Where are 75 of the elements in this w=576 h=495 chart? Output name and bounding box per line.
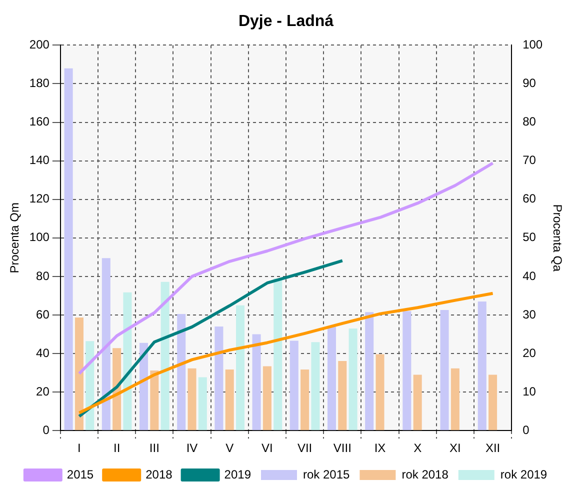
legend-label: rok 2019 — [500, 467, 548, 482]
y2-axis-title: Procenta Qa — [550, 204, 564, 272]
bar — [252, 334, 261, 430]
x-tick-label: XI — [450, 441, 461, 456]
legend-label: 2018 — [146, 467, 173, 482]
x-tick-label: III — [149, 441, 160, 456]
y2-tick-label: 40 — [522, 268, 536, 283]
x-tick-label: II — [113, 441, 120, 456]
bar — [214, 326, 224, 430]
bar — [300, 370, 310, 430]
x-tick-label: VII — [297, 441, 312, 456]
bar — [64, 68, 73, 430]
x-tick-label: XII — [485, 441, 500, 456]
bar — [123, 292, 132, 430]
bar — [198, 377, 207, 430]
bar — [86, 341, 94, 430]
bar — [365, 312, 374, 430]
bar — [160, 282, 170, 430]
y-tick-label: 20 — [36, 384, 50, 398]
bar — [102, 258, 110, 430]
bar — [402, 311, 412, 430]
x-tick-label: IV — [186, 441, 198, 456]
bar — [376, 354, 384, 430]
y-tick-label: 100 — [29, 230, 50, 244]
legend-label: 2019 — [224, 467, 252, 482]
y2-tick-label: 0 — [522, 422, 530, 437]
y-tick-label: 140 — [29, 153, 50, 168]
x-tick-label: X — [414, 441, 422, 456]
x-tick-label: I — [78, 441, 81, 456]
bar — [440, 310, 449, 430]
y2-tick-label: 80 — [522, 114, 536, 129]
y-axis-title: Procenta Qm — [8, 202, 22, 274]
bar — [236, 305, 245, 430]
x-tick-label: V — [226, 441, 234, 456]
y-tick-label: 180 — [29, 76, 50, 90]
chart-title: Dyje - Ladná — [238, 13, 334, 30]
y2-tick-label: 90 — [522, 76, 536, 90]
bar — [290, 340, 298, 430]
bar — [188, 368, 196, 430]
y-tick-label: 80 — [36, 268, 50, 283]
bar — [150, 370, 159, 430]
y2-tick-label: 100 — [522, 38, 543, 52]
bar — [311, 342, 320, 430]
y-tick-label: 160 — [29, 114, 50, 129]
bar — [177, 314, 186, 430]
x-tick-label: VIII — [333, 441, 352, 456]
bar — [348, 328, 358, 430]
legend-label: rok 2015 — [302, 467, 350, 482]
x-tick-label: IX — [374, 441, 386, 456]
y-tick-label: 0 — [42, 422, 50, 437]
y-tick-label: 200 — [29, 38, 50, 52]
y-tick-label: 40 — [36, 346, 50, 360]
y2-tick-label: 20 — [522, 346, 536, 360]
bar — [478, 301, 486, 430]
bar — [450, 368, 460, 430]
y2-tick-label: 30 — [522, 307, 536, 322]
bar — [225, 370, 234, 430]
bar — [112, 348, 122, 430]
y2-tick-label: 50 — [522, 230, 536, 244]
bar — [274, 278, 282, 430]
bar — [338, 361, 347, 430]
bar — [74, 317, 84, 430]
bar — [488, 374, 498, 430]
y-tick-label: 120 — [29, 192, 50, 206]
bar — [262, 366, 272, 430]
x-tick-label: VI — [262, 441, 273, 456]
y2-tick-label: 60 — [522, 192, 536, 206]
bar — [327, 326, 336, 430]
y-tick-label: 60 — [36, 307, 50, 322]
y2-tick-label: 10 — [522, 384, 536, 398]
y2-tick-label: 70 — [522, 153, 536, 168]
legend-label: rok 2018 — [402, 467, 449, 482]
legend-label: 2015 — [66, 467, 94, 482]
bar — [140, 342, 148, 430]
bar — [413, 374, 422, 430]
